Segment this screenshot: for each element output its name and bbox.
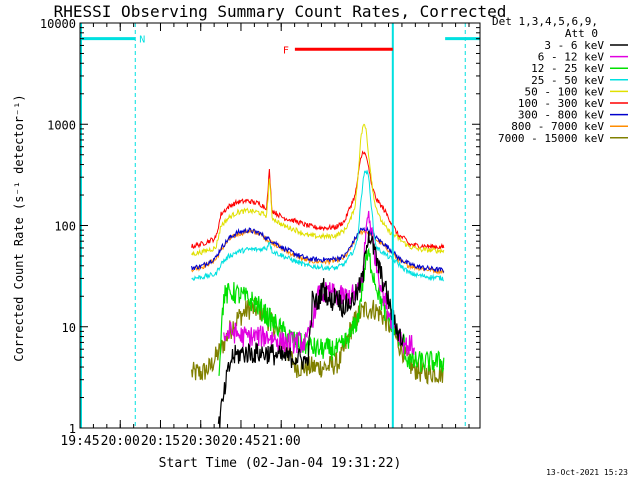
y-tick-label: 1000 <box>47 118 76 132</box>
x-tick-label: 20:15 <box>141 434 180 449</box>
y-tick-label: 10000 <box>40 17 76 31</box>
legend-header: Att 0 <box>565 27 598 40</box>
x-tick-label: 21:00 <box>262 434 301 449</box>
flare-bar-label: F <box>283 45 289 56</box>
y-axis-label: Corrected Count Rate (s⁻¹ detector⁻¹) <box>12 94 26 361</box>
legend-entry-label: 100 - 300 keV <box>518 97 604 110</box>
series-line-50-100- <box>191 123 445 257</box>
y-tick-label: 100 <box>54 220 76 234</box>
axes: 1 10 100 1000 10000 19:45 20:00 20:15 20:30 20:45… <box>40 17 481 449</box>
x-axis-label: Start Time (02-Jan-04 19:31:22) <box>159 456 402 471</box>
legend-entry-label: 300 - 800 keV <box>518 109 604 122</box>
legend-entry-label: 3 - 6 keV <box>544 39 604 52</box>
series-line-800-7000- <box>191 229 445 276</box>
series-line-12-25- <box>218 247 445 376</box>
y-tick-label: 1 <box>69 422 76 436</box>
x-tick-label: 20:30 <box>181 434 220 449</box>
legend-entry-label: 6 - 12 keV <box>538 51 605 64</box>
legend-entry-label: 50 - 100 keV <box>525 85 605 98</box>
axes-frame <box>79 22 481 429</box>
footer-date: 13-Oct-2021 15:23 <box>546 468 628 477</box>
night-bar-label: N <box>139 35 145 46</box>
x-tick-label: 20:00 <box>101 434 140 449</box>
legend-entry-label: 12 - 25 keV <box>531 62 604 75</box>
series-line-100-300- <box>191 150 445 250</box>
y-tick-label: 10 <box>62 321 76 335</box>
legend-entry-label: 800 - 7000 keV <box>511 120 604 133</box>
plot-area: NF <box>80 23 480 429</box>
legend-entry-label: 25 - 50 keV <box>531 74 604 87</box>
x-tick-label: 20:45 <box>221 434 260 449</box>
legend-entry-label: 7000 - 15000 keV <box>498 132 604 145</box>
legend-header: Det 1,3,4,5,6,9, <box>492 15 598 28</box>
x-tick-label: 19:45 <box>60 434 99 449</box>
series-line-300-800- <box>191 226 445 273</box>
series-line-3-6- <box>217 231 405 429</box>
chart-title: RHESSI Observing Summary Count Rates, Co… <box>54 2 507 21</box>
series-line-25-50- <box>191 169 444 282</box>
